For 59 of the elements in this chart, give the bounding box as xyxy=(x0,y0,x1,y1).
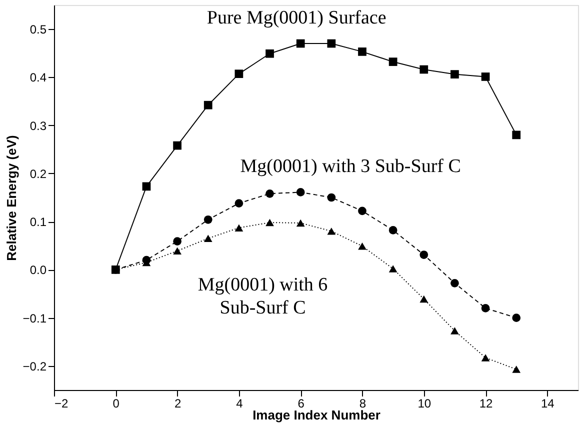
point xyxy=(450,278,459,288)
point xyxy=(234,199,244,208)
y-tick-label: −0.2 xyxy=(22,359,47,374)
y-tick-label: 0.5 xyxy=(30,22,47,37)
x-tick-label: 10 xyxy=(418,396,432,410)
series-label: Mg(0001) with 3 Sub-Surf C xyxy=(240,156,461,178)
point xyxy=(173,141,182,150)
point xyxy=(266,49,274,58)
point xyxy=(173,247,182,255)
point xyxy=(358,206,366,216)
point xyxy=(481,304,490,312)
x-axis-title: Image Index Number xyxy=(252,408,380,422)
point xyxy=(142,182,151,191)
x-tick-label: 12 xyxy=(479,396,494,410)
point xyxy=(388,265,398,272)
point xyxy=(420,250,428,259)
x-tick-label: 4 xyxy=(236,396,244,410)
y-axis-title: Relative Energy (eV) xyxy=(4,135,19,261)
y-tick-label: −0.1 xyxy=(22,311,47,326)
x-tick-label: 0 xyxy=(112,396,120,410)
x-tick-label: 2 xyxy=(174,396,182,410)
point xyxy=(358,242,366,250)
x-tick-label: −2 xyxy=(54,396,69,410)
point xyxy=(420,295,428,303)
point xyxy=(388,58,398,66)
point xyxy=(358,48,366,56)
point xyxy=(173,237,182,246)
point xyxy=(327,228,336,235)
point xyxy=(327,39,336,48)
point xyxy=(512,366,521,373)
series-label: Mg(0001) with 6 Sub-Surf C xyxy=(198,274,328,319)
point xyxy=(450,70,459,78)
point xyxy=(512,314,521,322)
y-tick-label: 0.1 xyxy=(30,215,47,230)
y-tick-label: 0.3 xyxy=(30,118,47,133)
point xyxy=(450,327,459,334)
point xyxy=(266,218,274,226)
point xyxy=(420,65,428,74)
point xyxy=(204,100,212,110)
x-tick-label: 6 xyxy=(298,396,305,410)
x-tick-label: 14 xyxy=(540,396,555,410)
point xyxy=(481,354,490,362)
point xyxy=(204,234,212,242)
y-tick-label: 0.2 xyxy=(30,166,47,181)
point xyxy=(266,189,274,198)
series-label: Pure Mg(0001) Surface xyxy=(206,8,386,28)
point xyxy=(296,188,305,196)
point xyxy=(512,130,521,140)
x-tick-label: 8 xyxy=(359,396,366,410)
point xyxy=(327,193,336,202)
point xyxy=(296,219,305,227)
point xyxy=(481,72,490,81)
y-tick-label: 0.4 xyxy=(30,70,47,85)
point xyxy=(296,39,305,48)
point xyxy=(388,226,398,234)
point xyxy=(234,224,244,232)
point xyxy=(204,215,212,224)
y-tick-label: 0.0 xyxy=(30,263,47,278)
point xyxy=(234,70,244,78)
